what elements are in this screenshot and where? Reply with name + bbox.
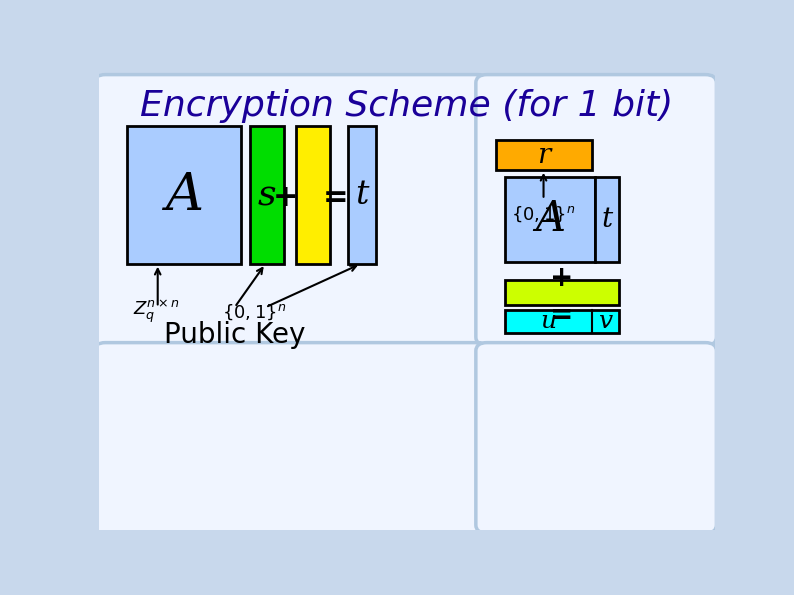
Text: A: A: [535, 198, 565, 240]
Text: v: v: [599, 309, 612, 333]
FancyBboxPatch shape: [94, 74, 489, 345]
Bar: [296, 126, 330, 264]
Bar: [506, 280, 619, 305]
Text: +: +: [550, 265, 574, 293]
Text: Public Key: Public Key: [164, 321, 306, 349]
Text: u: u: [541, 309, 557, 333]
Bar: [127, 126, 241, 264]
Text: +: +: [272, 183, 298, 212]
Bar: [496, 140, 592, 170]
Text: s: s: [258, 178, 276, 212]
Bar: [506, 177, 595, 262]
Text: =: =: [322, 183, 349, 212]
FancyBboxPatch shape: [476, 74, 716, 345]
FancyBboxPatch shape: [94, 343, 489, 533]
Bar: [595, 177, 619, 262]
Bar: [250, 126, 284, 264]
Text: Encryption Scheme (for 1 bit): Encryption Scheme (for 1 bit): [141, 89, 673, 123]
Text: r: r: [538, 142, 550, 168]
Text: =: =: [550, 301, 574, 329]
Text: A: A: [165, 170, 203, 221]
Text: $\{0,1\}^n$: $\{0,1\}^n$: [511, 204, 576, 224]
Text: $Z_q^{n \times n}$: $Z_q^{n \times n}$: [133, 299, 179, 325]
Text: t: t: [601, 206, 612, 233]
Bar: [349, 126, 376, 264]
FancyBboxPatch shape: [476, 343, 716, 533]
Text: $\{0,1\}^n$: $\{0,1\}^n$: [222, 302, 287, 322]
Text: t: t: [356, 179, 369, 211]
Bar: [506, 309, 619, 333]
